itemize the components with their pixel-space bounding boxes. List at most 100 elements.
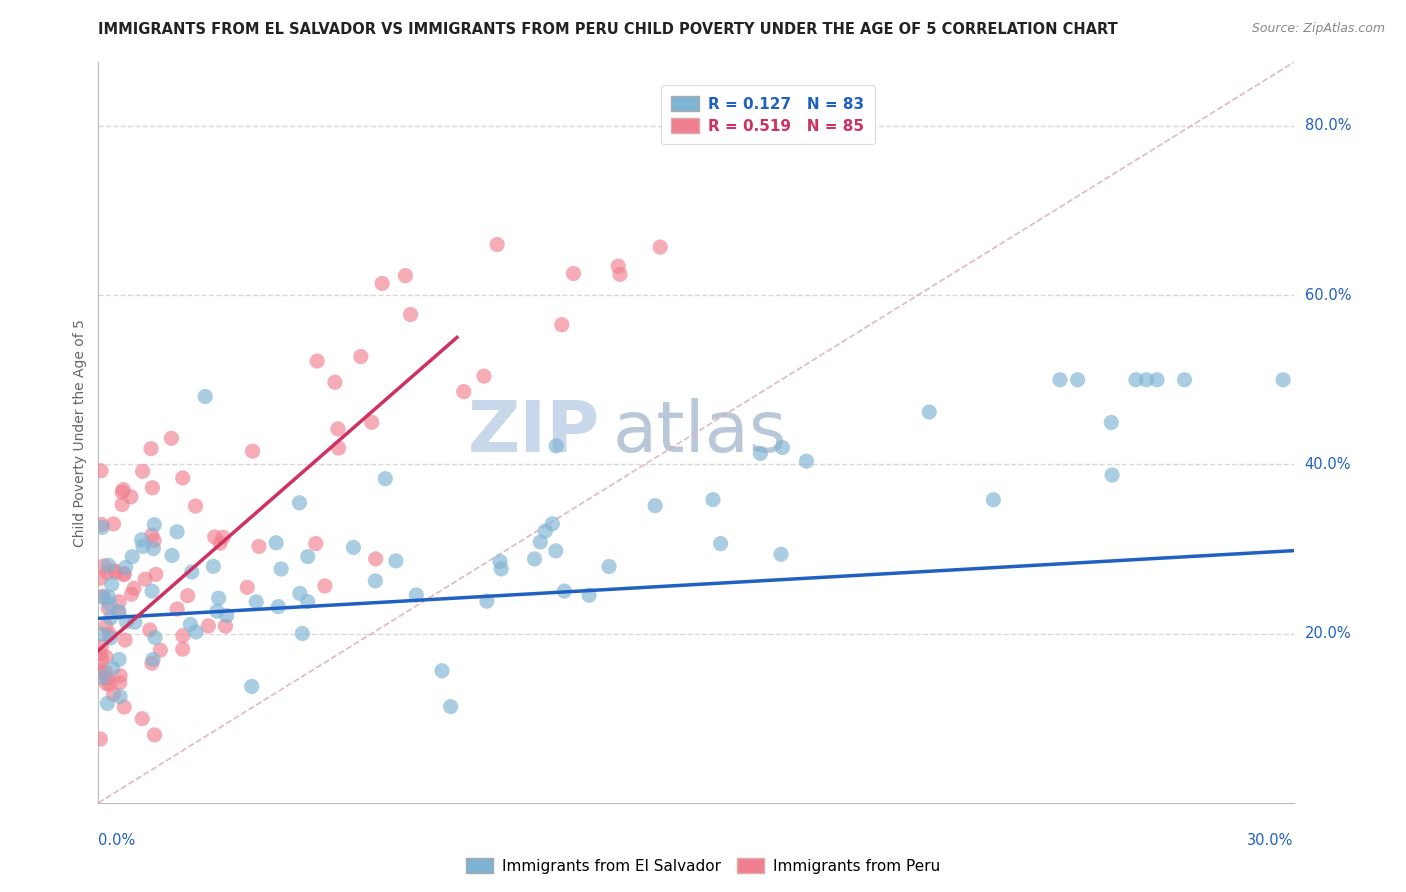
Point — [770, 441, 793, 455]
Point — [108, 690, 131, 704]
Point — [364, 574, 387, 588]
Point — [197, 619, 219, 633]
Point — [89, 647, 111, 661]
Point — [710, 536, 733, 550]
Point — [983, 492, 1005, 507]
Point — [1125, 373, 1147, 387]
Point — [245, 595, 267, 609]
Point — [134, 572, 156, 586]
Point — [180, 565, 202, 579]
Point — [132, 540, 155, 554]
Point — [111, 498, 134, 512]
Point — [1099, 416, 1122, 430]
Point — [267, 599, 290, 614]
Point — [440, 699, 463, 714]
Point — [307, 354, 329, 368]
Point — [475, 594, 498, 608]
Point — [1272, 373, 1295, 387]
Text: 40.0%: 40.0% — [1305, 457, 1351, 472]
Point — [184, 499, 207, 513]
Point — [562, 267, 585, 281]
Point — [529, 535, 551, 549]
Point — [342, 541, 364, 555]
Text: IMMIGRANTS FROM EL SALVADOR VS IMMIGRANTS FROM PERU CHILD POVERTY UNDER THE AGE : IMMIGRANTS FROM EL SALVADOR VS IMMIGRANT… — [98, 22, 1118, 37]
Point — [91, 627, 114, 641]
Point — [541, 516, 564, 531]
Point — [139, 623, 162, 637]
Point — [120, 587, 142, 601]
Point — [172, 471, 194, 485]
Text: 20.0%: 20.0% — [1305, 626, 1351, 641]
Point — [607, 259, 630, 273]
Point — [98, 677, 121, 691]
Point — [112, 700, 135, 714]
Point — [609, 268, 631, 282]
Point — [486, 237, 509, 252]
Point — [142, 652, 165, 666]
Point — [108, 652, 131, 666]
Point — [100, 611, 122, 625]
Point — [374, 472, 396, 486]
Point — [114, 633, 136, 648]
Point — [179, 617, 201, 632]
Point — [101, 661, 124, 675]
Text: 80.0%: 80.0% — [1305, 119, 1351, 134]
Point — [108, 605, 131, 619]
Point — [90, 517, 112, 532]
Point — [111, 485, 134, 500]
Point — [131, 464, 153, 478]
Point — [100, 631, 122, 645]
Point — [124, 615, 146, 630]
Point — [90, 639, 112, 653]
Point — [364, 552, 387, 566]
Point — [242, 444, 264, 458]
Point — [264, 536, 287, 550]
Text: 0.0%: 0.0% — [98, 833, 135, 848]
Point — [97, 672, 120, 686]
Point — [534, 524, 557, 538]
Point — [385, 554, 408, 568]
Point — [1173, 373, 1195, 387]
Point — [350, 350, 373, 364]
Point — [98, 597, 121, 611]
Text: 60.0%: 60.0% — [1305, 287, 1351, 302]
Point — [122, 582, 145, 596]
Point — [141, 584, 163, 599]
Point — [1066, 373, 1088, 387]
Point — [114, 560, 136, 574]
Point — [91, 520, 114, 534]
Point — [108, 669, 131, 683]
Point — [553, 584, 575, 599]
Point — [103, 687, 125, 701]
Point — [93, 558, 115, 573]
Point — [598, 559, 620, 574]
Point — [112, 483, 135, 497]
Point — [108, 675, 131, 690]
Point — [202, 559, 225, 574]
Point — [240, 680, 263, 694]
Point — [93, 589, 115, 603]
Point — [749, 446, 772, 460]
Legend: Immigrants from El Salvador, Immigrants from Peru: Immigrants from El Salvador, Immigrants … — [460, 852, 946, 880]
Point — [90, 652, 112, 666]
Point — [115, 615, 138, 629]
Point — [121, 549, 143, 564]
Point — [1101, 468, 1123, 483]
Point — [176, 589, 198, 603]
Point — [103, 516, 125, 531]
Point — [270, 562, 292, 576]
Point — [1049, 373, 1071, 387]
Point — [578, 588, 600, 602]
Point — [214, 619, 236, 633]
Point — [551, 318, 574, 332]
Y-axis label: Child Poverty Under the Age of 5: Child Poverty Under the Age of 5 — [73, 318, 87, 547]
Point — [204, 530, 226, 544]
Point — [236, 580, 259, 594]
Point — [141, 528, 163, 542]
Point — [97, 601, 120, 615]
Point — [89, 732, 111, 747]
Point — [394, 268, 416, 283]
Point — [650, 240, 672, 254]
Point — [212, 530, 235, 544]
Point — [149, 643, 172, 657]
